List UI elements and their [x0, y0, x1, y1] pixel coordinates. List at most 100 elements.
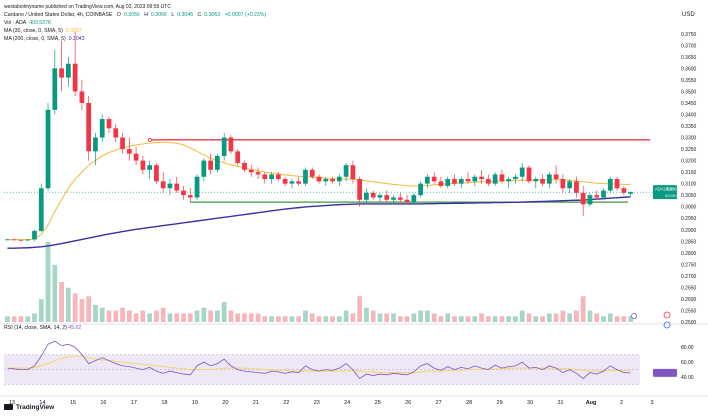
- volume-bar: [506, 316, 512, 322]
- rsi-band: [4, 354, 640, 385]
- volume-bar: [397, 316, 403, 322]
- price-tick-label: 0.2500: [681, 320, 697, 326]
- volume-bar: [594, 313, 600, 322]
- open-label: O: [116, 12, 121, 18]
- volume-bar: [79, 299, 85, 322]
- price-badge: [653, 185, 677, 200]
- volume-legend: Vol · ADA 403.537K: [4, 20, 54, 26]
- candle-body: [282, 179, 288, 184]
- volume-bar: [296, 316, 302, 322]
- volume-bar: [357, 296, 363, 322]
- time-tick-label: 15: [70, 400, 76, 406]
- volume-bar: [228, 310, 234, 322]
- candle-body: [499, 174, 505, 182]
- volume-bar: [621, 316, 627, 322]
- price-tick-label: 0.2750: [681, 262, 697, 268]
- candle-body: [160, 181, 166, 189]
- volume-bar: [133, 313, 139, 322]
- candle-body: [336, 176, 342, 182]
- volume-bar: [533, 316, 539, 322]
- volume-bar: [167, 313, 173, 322]
- price-tick-label: 0.3150: [681, 170, 697, 176]
- candle-body: [174, 183, 180, 191]
- candle-body: [79, 91, 85, 103]
- price-tick-label: 0.3200: [681, 159, 697, 165]
- high-value: 0.3066: [151, 12, 167, 18]
- close-label: C: [197, 12, 202, 18]
- volume-bar: [580, 296, 586, 322]
- volume-bar: [377, 313, 383, 322]
- candle-body: [120, 137, 125, 150]
- candle-body: [628, 192, 633, 194]
- candle-body: [485, 179, 491, 184]
- price-tick-label: 0.2550: [681, 308, 697, 314]
- volume-bar: [221, 302, 227, 322]
- volume-bar: [492, 316, 498, 322]
- volume-bar: [391, 313, 396, 322]
- volume-bar: [540, 316, 545, 322]
- volume-bar: [499, 316, 505, 322]
- time-marker-icon[interactable]: [631, 313, 637, 319]
- candle-body: [303, 169, 308, 184]
- logo-mark-icon: [4, 404, 13, 410]
- candle-body: [208, 160, 213, 170]
- volume-bar: [72, 293, 78, 322]
- candle-body: [526, 167, 532, 182]
- volume-bar: [242, 313, 247, 322]
- ma30-label: MA (30, close, 0, SMA, 5): [4, 28, 63, 34]
- volume-bar: [553, 313, 559, 322]
- time-tick-label: 20: [222, 400, 228, 406]
- volume-bar: [316, 316, 322, 322]
- rsi-tick-label: 40.00: [681, 375, 694, 381]
- time-tick-label: 27: [436, 400, 442, 406]
- volume-bar: [120, 307, 125, 322]
- volume-bar: [323, 316, 329, 322]
- candle-body: [93, 137, 98, 152]
- volume-bar: [303, 310, 308, 322]
- candle-body: [580, 192, 586, 205]
- volume-bar: [485, 316, 491, 322]
- candle-body: [560, 179, 566, 189]
- time-tick-label: 16: [100, 400, 106, 406]
- symbol-legend: Cardano / United States Dollar, 4h, COIN…: [4, 12, 269, 18]
- candle-body: [235, 151, 241, 163]
- candle-body: [540, 179, 545, 184]
- time-tick-label: Aug: [586, 400, 597, 406]
- candle-body: [513, 176, 518, 180]
- volume-bar: [574, 310, 579, 322]
- candle-body: [607, 179, 613, 191]
- candle-body: [553, 174, 559, 180]
- close-value: 0.3063: [204, 12, 221, 18]
- volume-bar: [425, 310, 430, 322]
- volume-bar: [235, 313, 241, 322]
- price-tick-label: 0.2700: [681, 274, 697, 280]
- volume-bar: [187, 313, 193, 322]
- price-tick-label: 0.3000: [681, 205, 697, 211]
- candle-body: [72, 63, 78, 92]
- open-value: 0.3056: [123, 12, 140, 18]
- volume-bar: [384, 313, 390, 322]
- resistance-anchor[interactable]: [147, 137, 152, 142]
- candle-body: [296, 181, 302, 184]
- alert-icon[interactable]: [663, 311, 671, 319]
- volume-bar: [465, 316, 471, 322]
- candle-body: [377, 195, 383, 198]
- badge-countdown: 02:00:59: [665, 193, 681, 198]
- candle-body: [384, 195, 390, 200]
- volume-bar: [404, 316, 410, 322]
- volume-bar: [330, 316, 335, 322]
- candle-body: [99, 119, 105, 138]
- volume-bar: [248, 313, 254, 322]
- volume-bar: [215, 310, 220, 322]
- candle-body: [133, 153, 139, 161]
- candle-body: [309, 169, 315, 177]
- volume-bar: [262, 316, 268, 322]
- volume-label: Vol · ADA: [4, 20, 27, 26]
- volume-bar: [93, 304, 98, 322]
- volume-value: 403.537K: [29, 20, 52, 26]
- candle-body: [316, 176, 322, 182]
- volume-bar: [208, 310, 213, 322]
- settings-icon[interactable]: [663, 321, 671, 329]
- ma30-value: 0.3097: [65, 28, 82, 34]
